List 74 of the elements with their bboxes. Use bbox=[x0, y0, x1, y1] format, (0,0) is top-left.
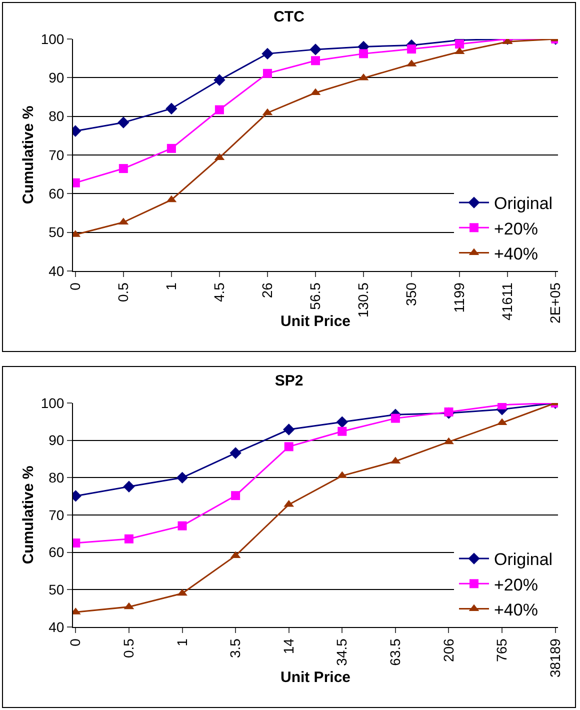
y-axis-title: Cumulative % bbox=[20, 106, 37, 204]
x-tick-label: 0.5 bbox=[120, 638, 137, 658]
point bbox=[390, 414, 400, 423]
point bbox=[123, 480, 135, 492]
point bbox=[177, 588, 188, 596]
x-tick-label: 765 bbox=[494, 638, 510, 662]
x-tick-label: 3.5 bbox=[227, 638, 244, 658]
x-tick-label: 1 bbox=[162, 282, 179, 290]
point bbox=[231, 491, 240, 500]
legend-label: +20% bbox=[494, 219, 538, 238]
point bbox=[124, 534, 134, 544]
y-tick-label: 40 bbox=[48, 262, 64, 279]
chart-title: CTC bbox=[274, 8, 305, 26]
point bbox=[118, 164, 128, 174]
y-tick-label: 90 bbox=[48, 70, 64, 86]
y-tick-label: 80 bbox=[48, 470, 64, 486]
x-tick-label: 56.5 bbox=[307, 282, 324, 310]
y-tick-label: 100 bbox=[40, 394, 64, 411]
point bbox=[178, 521, 187, 530]
y-tick-label: 90 bbox=[48, 432, 64, 448]
x-tick-label: 350 bbox=[403, 282, 420, 306]
point bbox=[214, 105, 224, 114]
x-tick-label: 0 bbox=[66, 282, 83, 290]
y-tick-label: 80 bbox=[48, 108, 64, 124]
legend-label: +40% bbox=[494, 244, 538, 264]
x-tick-label: 41611 bbox=[499, 282, 516, 321]
point bbox=[444, 437, 454, 444]
point bbox=[176, 472, 188, 484]
point bbox=[359, 49, 368, 58]
y-tick-label: 60 bbox=[48, 544, 64, 560]
point bbox=[262, 48, 274, 60]
x-tick-label: 2E+05 bbox=[547, 282, 564, 324]
point bbox=[262, 68, 272, 78]
y-tick-label: 50 bbox=[48, 582, 64, 598]
x-axis-title: Unit Price bbox=[280, 313, 351, 330]
point bbox=[338, 426, 347, 436]
point bbox=[166, 102, 178, 114]
y-tick-label: 60 bbox=[48, 186, 64, 202]
legend-label: +40% bbox=[494, 600, 538, 620]
x-tick-label: 14 bbox=[280, 638, 296, 654]
chart-title: SP2 bbox=[274, 372, 304, 390]
y-tick-label: 100 bbox=[40, 30, 64, 47]
y-tick-label: 70 bbox=[48, 146, 64, 163]
point bbox=[310, 44, 322, 56]
y-tick-label: 50 bbox=[48, 224, 64, 240]
point bbox=[284, 442, 294, 452]
x-axis-title: Unit Price bbox=[280, 669, 351, 686]
point bbox=[336, 416, 348, 428]
legend-label: Original bbox=[494, 550, 553, 570]
y-axis-title: Cumulative % bbox=[20, 466, 37, 564]
x-tick-label: 0.5 bbox=[114, 282, 131, 302]
x-tick-label: 130.5 bbox=[355, 282, 372, 318]
x-tick-label: 1199 bbox=[451, 282, 468, 313]
point bbox=[166, 144, 176, 153]
y-tick-label: 70 bbox=[48, 506, 64, 523]
x-tick-label: 206 bbox=[440, 638, 456, 662]
point bbox=[311, 56, 320, 66]
legend-label: +20% bbox=[494, 575, 538, 594]
point bbox=[444, 407, 454, 416]
x-tick-label: 0 bbox=[67, 638, 84, 646]
x-tick-label: 1 bbox=[174, 638, 190, 646]
x-tick-label: 63.5 bbox=[387, 638, 403, 666]
point bbox=[230, 447, 242, 459]
x-tick-label: 34.5 bbox=[334, 638, 350, 666]
x-tick-label: 4.5 bbox=[211, 282, 228, 302]
point bbox=[283, 424, 295, 436]
x-tick-label: 26 bbox=[259, 282, 276, 298]
point bbox=[407, 44, 416, 54]
legend-label: Original bbox=[494, 194, 553, 214]
x-tick-label: 38189 bbox=[546, 638, 563, 678]
point bbox=[214, 74, 226, 86]
y-tick-label: 40 bbox=[48, 618, 64, 635]
point bbox=[455, 40, 464, 49]
point bbox=[118, 116, 130, 128]
